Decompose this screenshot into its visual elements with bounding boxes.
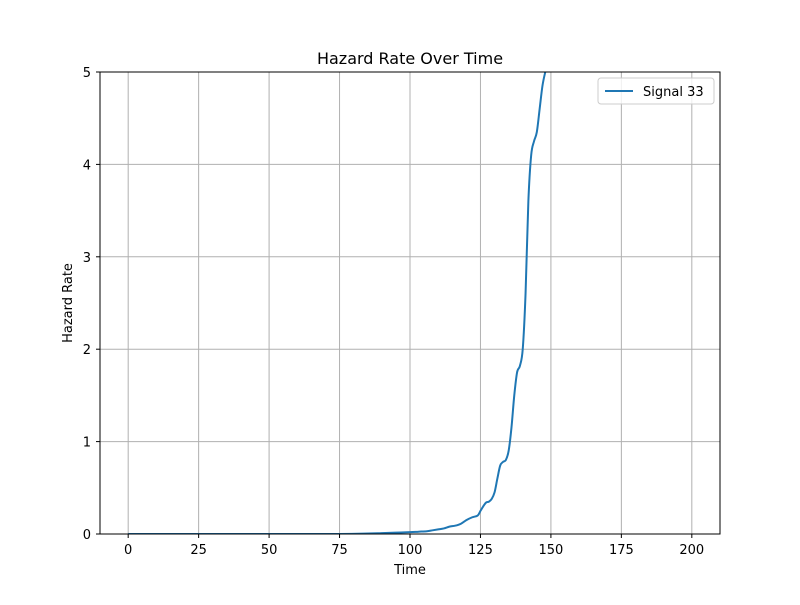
x-axis: 0 25 50 75 100 125 150 175 200 xyxy=(124,534,704,558)
x-tick-label: 75 xyxy=(331,543,348,558)
y-tick-label: 0 xyxy=(83,528,91,543)
y-tick-label: 3 xyxy=(83,251,91,266)
x-axis-label: Time xyxy=(393,563,426,578)
x-tick-label: 100 xyxy=(398,543,423,558)
x-tick-label: 50 xyxy=(261,543,278,558)
y-tick-label: 4 xyxy=(83,158,91,173)
series-layer xyxy=(128,72,547,534)
chart-title: Hazard Rate Over Time xyxy=(317,49,503,68)
grid xyxy=(100,71,720,535)
y-tick-label: 2 xyxy=(83,343,91,358)
y-tick-label: 1 xyxy=(83,436,91,451)
x-tick-label: 175 xyxy=(609,543,634,558)
legend-box xyxy=(597,77,715,105)
x-tick-label: 150 xyxy=(538,543,563,558)
legend-label-signal-33: Signal 33 xyxy=(643,85,704,100)
x-tick-label: 125 xyxy=(468,543,493,558)
x-tick-label: 200 xyxy=(679,543,704,558)
y-axis: 0 1 2 3 4 5 xyxy=(83,66,100,543)
legend: Signal 33 xyxy=(597,77,715,105)
y-tick-label: 5 xyxy=(83,66,91,81)
x-tick-label: 0 xyxy=(124,543,132,558)
x-tick-label: 25 xyxy=(190,543,207,558)
y-axis-label: Hazard Rate xyxy=(61,263,76,343)
series-line-1 xyxy=(128,72,547,534)
